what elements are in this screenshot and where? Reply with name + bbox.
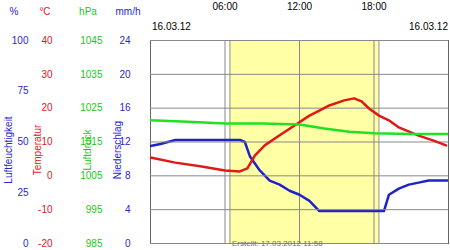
svg-text:Luftdruck: Luftdruck bbox=[82, 128, 93, 170]
svg-text:24: 24 bbox=[119, 35, 131, 46]
svg-text:8: 8 bbox=[125, 170, 131, 181]
svg-text:985: 985 bbox=[86, 238, 103, 249]
svg-text:Niederschlag: Niederschlag bbox=[112, 121, 123, 179]
svg-text:16.03.12: 16.03.12 bbox=[152, 21, 191, 32]
svg-text:75: 75 bbox=[17, 85, 29, 96]
svg-text:°C: °C bbox=[39, 6, 50, 17]
svg-text:0: 0 bbox=[125, 238, 131, 249]
svg-text:20: 20 bbox=[119, 69, 131, 80]
svg-text:mm/h: mm/h bbox=[116, 6, 141, 17]
svg-text:995: 995 bbox=[86, 204, 103, 215]
svg-text:30: 30 bbox=[41, 69, 53, 80]
svg-text:20: 20 bbox=[41, 102, 53, 113]
svg-text:0: 0 bbox=[47, 170, 53, 181]
svg-text:40: 40 bbox=[41, 35, 53, 46]
svg-text:%: % bbox=[10, 6, 19, 17]
svg-text:50: 50 bbox=[17, 136, 29, 147]
svg-text:18:00: 18:00 bbox=[361, 1, 386, 12]
svg-text:10: 10 bbox=[41, 136, 53, 147]
svg-text:25: 25 bbox=[17, 187, 29, 198]
svg-text:Luftfeuchtigkeit: Luftfeuchtigkeit bbox=[3, 116, 14, 183]
svg-text:0: 0 bbox=[23, 238, 29, 249]
svg-text:16: 16 bbox=[119, 102, 131, 113]
svg-text:100: 100 bbox=[12, 35, 29, 46]
svg-text:Erstellt: 17.03.2012 11:58: Erstellt: 17.03.2012 11:58 bbox=[232, 239, 323, 248]
svg-text:12: 12 bbox=[119, 136, 131, 148]
svg-text:-20: -20 bbox=[38, 238, 53, 249]
svg-text:16.03.12: 16.03.12 bbox=[409, 21, 448, 32]
svg-text:1035: 1035 bbox=[80, 69, 103, 80]
svg-text:06:00: 06:00 bbox=[212, 1, 237, 12]
svg-text:1025: 1025 bbox=[80, 102, 103, 113]
svg-text:-10: -10 bbox=[38, 204, 53, 215]
svg-text:12:00: 12:00 bbox=[287, 1, 312, 12]
svg-text:hPa: hPa bbox=[79, 6, 97, 17]
svg-text:1005: 1005 bbox=[80, 170, 103, 181]
svg-text:4: 4 bbox=[125, 204, 131, 215]
svg-text:1045: 1045 bbox=[80, 35, 103, 46]
svg-text:Temperatur: Temperatur bbox=[32, 124, 43, 175]
